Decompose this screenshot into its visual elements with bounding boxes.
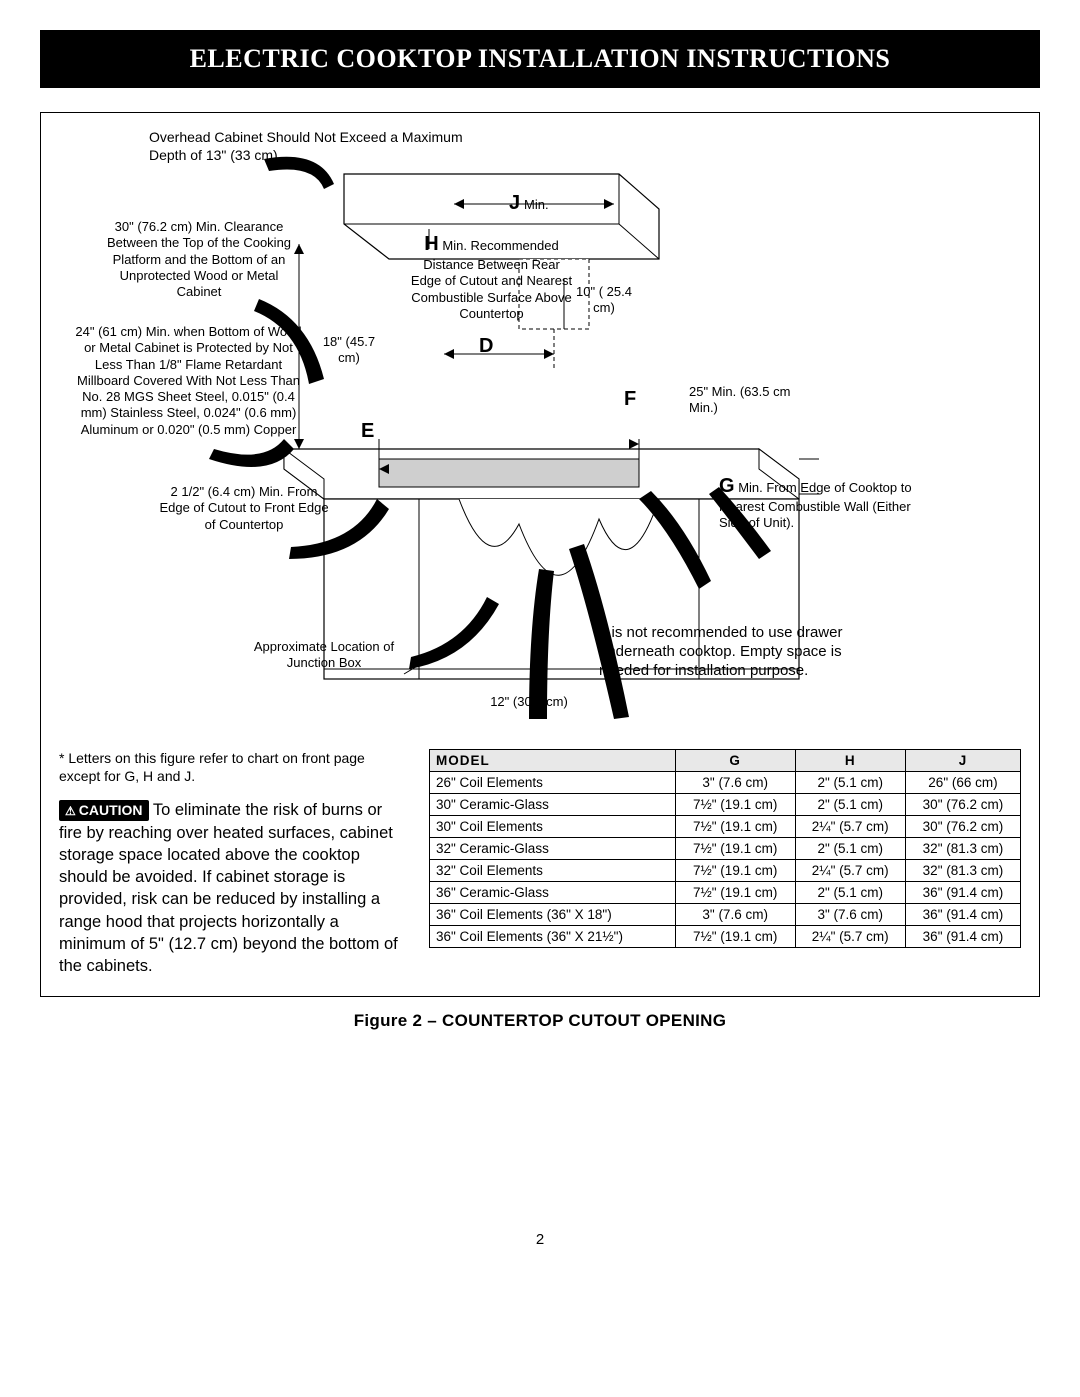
- table-cell: 36" (91.4 cm): [905, 882, 1020, 904]
- eighteen-text: 18" (45.7 cm): [323, 334, 375, 365]
- table-cell: 36" Coil Elements (36" X 21½"): [430, 926, 676, 948]
- callout-f: F: [624, 387, 636, 412]
- caution-block: CAUTION To eliminate the risk of burns o…: [59, 799, 399, 977]
- table-cell: 32" Ceramic-Glass: [430, 838, 676, 860]
- table-cell: 2" (5.1 cm): [795, 794, 905, 816]
- table-cell: 2" (5.1 cm): [795, 772, 905, 794]
- caution-body: To eliminate the risk of burns or fire b…: [59, 801, 398, 975]
- bottom-row: * Letters on this figure refer to chart …: [59, 749, 1021, 978]
- callout-j: J Min.: [509, 191, 549, 216]
- table-row: 32" Coil Elements7½" (19.1 cm)2¼" (5.7 c…: [430, 860, 1021, 882]
- table-cell: 3" (7.6 cm): [675, 772, 795, 794]
- callout-12in: 12" (30.5 cm): [489, 694, 569, 710]
- table-cell: 7½" (19.1 cm): [675, 838, 795, 860]
- table-row: 30" Ceramic-Glass7½" (19.1 cm)2" (5.1 cm…: [430, 794, 1021, 816]
- thirty-text: 30" (76.2 cm) Min. Clearance Between the…: [107, 219, 291, 299]
- th-j: J: [905, 750, 1020, 772]
- footnote: * Letters on this figure refer to chart …: [59, 749, 399, 785]
- installation-diagram: Overhead Cabinet Should Not Exceed a Max…: [59, 129, 1021, 739]
- figure-frame: Overhead Cabinet Should Not Exceed a Max…: [40, 112, 1040, 997]
- page: ELECTRIC COOKTOP INSTALLATION INSTRUCTIO…: [0, 0, 1080, 1288]
- table-cell: 32" Coil Elements: [430, 860, 676, 882]
- table-cell: 7½" (19.1 cm): [675, 926, 795, 948]
- callout-overhead-text: Overhead Cabinet Should Not Exceed a Max…: [149, 129, 463, 163]
- table-cell: 36" Ceramic-Glass: [430, 882, 676, 904]
- callout-10in: 10" ( 25.4 cm): [569, 284, 639, 317]
- figure-caption: Figure 2 – COUNTERTOP CUTOUT OPENING: [40, 1011, 1040, 1031]
- f-letter: F: [624, 388, 636, 410]
- table-header-row: MODEL G H J: [430, 750, 1021, 772]
- table-cell: 2" (5.1 cm): [795, 838, 905, 860]
- j-letter: J: [509, 192, 520, 214]
- table-cell: 30" Coil Elements: [430, 816, 676, 838]
- th-model: MODEL: [430, 750, 676, 772]
- th-h: H: [795, 750, 905, 772]
- table-row: 30" Coil Elements7½" (19.1 cm)2¼" (5.7 c…: [430, 816, 1021, 838]
- spec-table: MODEL G H J 26" Coil Elements3" (7.6 cm)…: [429, 749, 1021, 948]
- ten-text: 10" ( 25.4 cm): [576, 284, 632, 315]
- g-letter: G: [719, 475, 735, 497]
- page-number: 2: [40, 1231, 1040, 1248]
- twentyfive-text: 25" Min. (63.5 cm Min.): [689, 384, 790, 415]
- table-cell: 2¼" (5.7 cm): [795, 860, 905, 882]
- footnote-text: * Letters on this figure refer to chart …: [59, 750, 365, 784]
- twelve-text: 12" (30.5 cm): [490, 694, 568, 709]
- page-title-bar: ELECTRIC COOKTOP INSTALLATION INSTRUCTIO…: [40, 30, 1040, 88]
- d-letter: D: [479, 335, 493, 357]
- callout-e: E: [361, 419, 374, 444]
- table-cell: 7½" (19.1 cm): [675, 860, 795, 882]
- table-cell: 30" (76.2 cm): [905, 816, 1020, 838]
- table-row: 36" Ceramic-Glass7½" (19.1 cm)2" (5.1 cm…: [430, 882, 1021, 904]
- callout-d: D: [479, 334, 493, 359]
- table-row: 36" Coil Elements (36" X 18")3" (7.6 cm)…: [430, 904, 1021, 926]
- table-row: 26" Coil Elements3" (7.6 cm)2" (5.1 cm)2…: [430, 772, 1021, 794]
- table-cell: 2" (5.1 cm): [795, 882, 905, 904]
- table-cell: 36" (91.4 cm): [905, 926, 1020, 948]
- table-row: 32" Ceramic-Glass7½" (19.1 cm)2" (5.1 cm…: [430, 838, 1021, 860]
- table-cell: 30" Ceramic-Glass: [430, 794, 676, 816]
- th-g: G: [675, 750, 795, 772]
- table-cell: 36" Coil Elements (36" X 18"): [430, 904, 676, 926]
- junction-text: Approximate Location of Junction Box: [254, 639, 394, 670]
- callout-2half: 2 1/2" (6.4 cm) Min. From Edge of Cutout…: [159, 484, 329, 533]
- callout-g: G Min. From Edge of Cooktop to Nearest C…: [719, 474, 929, 532]
- caution-badge: CAUTION: [59, 800, 149, 821]
- left-column: * Letters on this figure refer to chart …: [59, 749, 399, 978]
- e-letter: E: [361, 420, 374, 442]
- table-row: 36" Coil Elements (36" X 21½")7½" (19.1 …: [430, 926, 1021, 948]
- table-cell: 2¼" (5.7 cm): [795, 816, 905, 838]
- twohalf-text: 2 1/2" (6.4 cm) Min. From Edge of Cutout…: [159, 484, 328, 532]
- table-cell: 7½" (19.1 cm): [675, 816, 795, 838]
- table-cell: 3" (7.6 cm): [795, 904, 905, 926]
- table-cell: 3" (7.6 cm): [675, 904, 795, 926]
- right-column: MODEL G H J 26" Coil Elements3" (7.6 cm)…: [429, 749, 1021, 978]
- callout-18in: 18" (45.7 cm): [314, 334, 384, 367]
- table-cell: 2¼" (5.7 cm): [795, 926, 905, 948]
- drawer-text: It is not recommended to use drawer unde…: [599, 624, 842, 679]
- twentyfour-text: 24" (61 cm) Min. when Bottom of Wood or …: [75, 324, 301, 437]
- table-cell: 7½" (19.1 cm): [675, 882, 795, 904]
- h-letter: H: [424, 233, 438, 255]
- table-cell: 26" Coil Elements: [430, 772, 676, 794]
- table-cell: 26" (66 cm): [905, 772, 1020, 794]
- callout-overhead: Overhead Cabinet Should Not Exceed a Max…: [149, 129, 479, 164]
- table-cell: 7½" (19.1 cm): [675, 794, 795, 816]
- callout-drawer: It is not recommended to use drawer unde…: [599, 624, 879, 680]
- table-cell: 32" (81.3 cm): [905, 838, 1020, 860]
- callout-24in: 24" (61 cm) Min. when Bottom of Wood or …: [71, 324, 306, 438]
- j-min: Min.: [524, 197, 549, 212]
- table-cell: 32" (81.3 cm): [905, 860, 1020, 882]
- callout-30in: 30" (76.2 cm) Min. Clearance Between the…: [99, 219, 299, 300]
- page-title: ELECTRIC COOKTOP INSTALLATION INSTRUCTIO…: [190, 44, 891, 73]
- g-text: Min. From Edge of Cooktop to Nearest Com…: [719, 480, 912, 530]
- callout-h: H Min. Recommended Distance Between Rear…: [409, 232, 574, 322]
- callout-25in: 25" Min. (63.5 cm Min.): [689, 384, 809, 417]
- table-cell: 36" (91.4 cm): [905, 904, 1020, 926]
- callout-junction: Approximate Location of Junction Box: [239, 639, 409, 672]
- table-cell: 30" (76.2 cm): [905, 794, 1020, 816]
